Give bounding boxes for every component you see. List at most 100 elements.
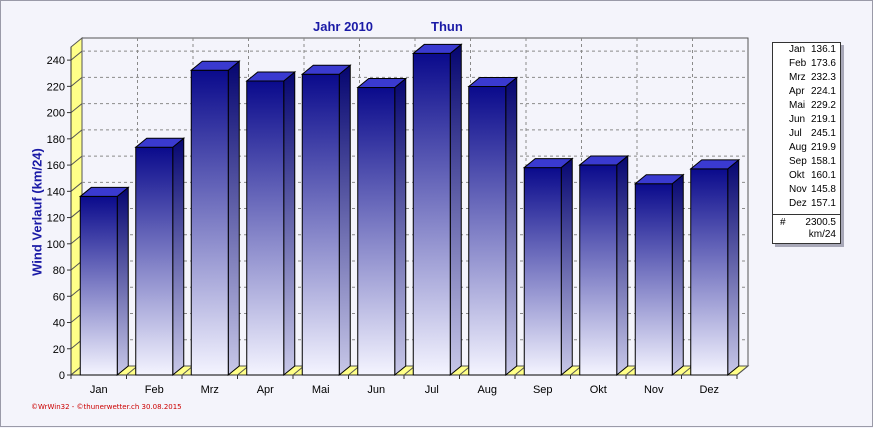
x-tick-label: Mrz	[201, 384, 219, 396]
x-tick-label: Feb	[145, 384, 164, 396]
floor-divider	[736, 365, 749, 376]
x-tick-label: Dez	[699, 384, 719, 396]
bar	[300, 64, 352, 377]
legend-value: 136.1	[810, 44, 836, 55]
bar-front	[634, 183, 673, 376]
bar	[189, 60, 241, 377]
x-tick-label: Sep	[533, 384, 553, 396]
bar-front	[412, 52, 451, 376]
bar-side	[449, 43, 462, 377]
bar-top	[578, 155, 630, 166]
grid-diagonal	[70, 50, 83, 61]
bar-front	[135, 146, 174, 376]
bar	[245, 70, 297, 377]
y-tick-label: 0	[59, 370, 65, 382]
legend-month: Mai	[789, 100, 806, 111]
legend-item: Aug 219.9	[773, 141, 840, 155]
y-tick-label: 240	[47, 55, 65, 67]
bar-front	[690, 168, 729, 376]
legend-total-row: # 2300.5	[773, 215, 840, 229]
x-tick-label: Jun	[367, 384, 385, 396]
bar-top	[411, 43, 463, 54]
bar-front	[190, 69, 229, 376]
legend-item: Nov 145.8	[773, 183, 840, 197]
y-tick-label: 100	[47, 239, 65, 251]
y-tick-label: 40	[53, 318, 65, 330]
bar-front	[246, 80, 285, 376]
legend-item: Okt 160.1	[773, 169, 840, 183]
legend-value: 145.8	[810, 184, 836, 195]
bar-side	[338, 64, 351, 377]
bar-side	[727, 158, 740, 377]
y-tick-label: 160	[47, 160, 65, 172]
y-tick-label: 220	[47, 81, 65, 93]
bar-top	[300, 64, 352, 75]
y-tick-label: 60	[53, 291, 65, 303]
bar-top	[356, 78, 408, 89]
legend-value: 232.3	[810, 72, 836, 83]
legend-value: 224.1	[810, 86, 836, 97]
legend-value: 160.1	[810, 170, 836, 181]
bar	[411, 43, 463, 377]
legend-item: Dez 157.1	[773, 197, 840, 211]
bar	[78, 186, 130, 377]
bar-side	[283, 70, 296, 377]
legend-month: Dez	[789, 198, 807, 209]
legend-item: Sep 158.1	[773, 155, 840, 169]
legend-item: Mai 229.2	[773, 99, 840, 113]
chart-title-year: Jahr 2010	[313, 19, 373, 34]
bar-top	[78, 186, 130, 197]
x-tick-label: Okt	[590, 384, 607, 396]
chart-title-location: Thun	[431, 19, 463, 34]
bar-top	[633, 174, 685, 185]
bar-side	[394, 77, 407, 377]
total-unit: km/24	[808, 229, 836, 240]
bar-top	[189, 60, 241, 71]
legend-value: 219.1	[810, 114, 836, 125]
bar-top	[689, 159, 741, 170]
total-value: 2300.5	[805, 217, 836, 228]
legend-month: Sep	[789, 156, 807, 167]
bar-front	[468, 85, 507, 376]
bar-top	[522, 158, 574, 169]
legend-month: Jan	[789, 44, 806, 55]
legend-item: Jul 245.1	[773, 127, 840, 141]
legend-value: 158.1	[810, 156, 836, 167]
bar-side	[116, 186, 129, 377]
bar-side	[616, 154, 629, 377]
bar-front	[79, 195, 118, 376]
y-tick-label: 120	[47, 213, 65, 225]
bar	[578, 154, 630, 377]
y-tick-label: 140	[47, 186, 65, 198]
legend-month: Mrz	[789, 72, 806, 83]
x-tick-label: Mai	[312, 384, 330, 396]
bar-side	[671, 173, 684, 377]
legend-value: 219.9	[810, 142, 836, 153]
grid-diagonal	[70, 155, 83, 166]
x-tick-label: Aug	[477, 384, 497, 396]
footer-credit: ©WrWin32 - ©thunerwetter.ch 30.08.2015	[31, 403, 182, 411]
bar	[689, 158, 741, 377]
bar-front	[579, 164, 618, 376]
bar-front	[301, 73, 340, 376]
legend-month: Apr	[789, 86, 805, 97]
grid-diagonal	[70, 76, 83, 87]
legend-item: Jan 136.1	[773, 43, 840, 57]
bar-side	[172, 137, 185, 377]
y-tick-label: 180	[47, 134, 65, 146]
bar	[134, 137, 186, 377]
grid-diagonal	[70, 181, 83, 192]
legend-item: Apr 224.1	[773, 85, 840, 99]
legend: Jan 136.1 Feb 173.6 Mrz 232.3 Apr 224.1 Mai 229.2…	[772, 42, 841, 244]
bar	[467, 76, 519, 377]
y-tick-label: 200	[47, 108, 65, 120]
legend-item: Jun 219.1	[773, 113, 840, 127]
bar-front	[357, 87, 396, 376]
y-tick-label: 20	[53, 344, 65, 356]
legend-month: Feb	[789, 58, 807, 69]
legend-month: Jul	[789, 128, 802, 139]
legend-value: 173.6	[810, 58, 836, 69]
x-tick-label: Nov	[644, 384, 664, 396]
legend-item: Feb 173.6	[773, 57, 840, 71]
bar-side	[505, 76, 518, 377]
